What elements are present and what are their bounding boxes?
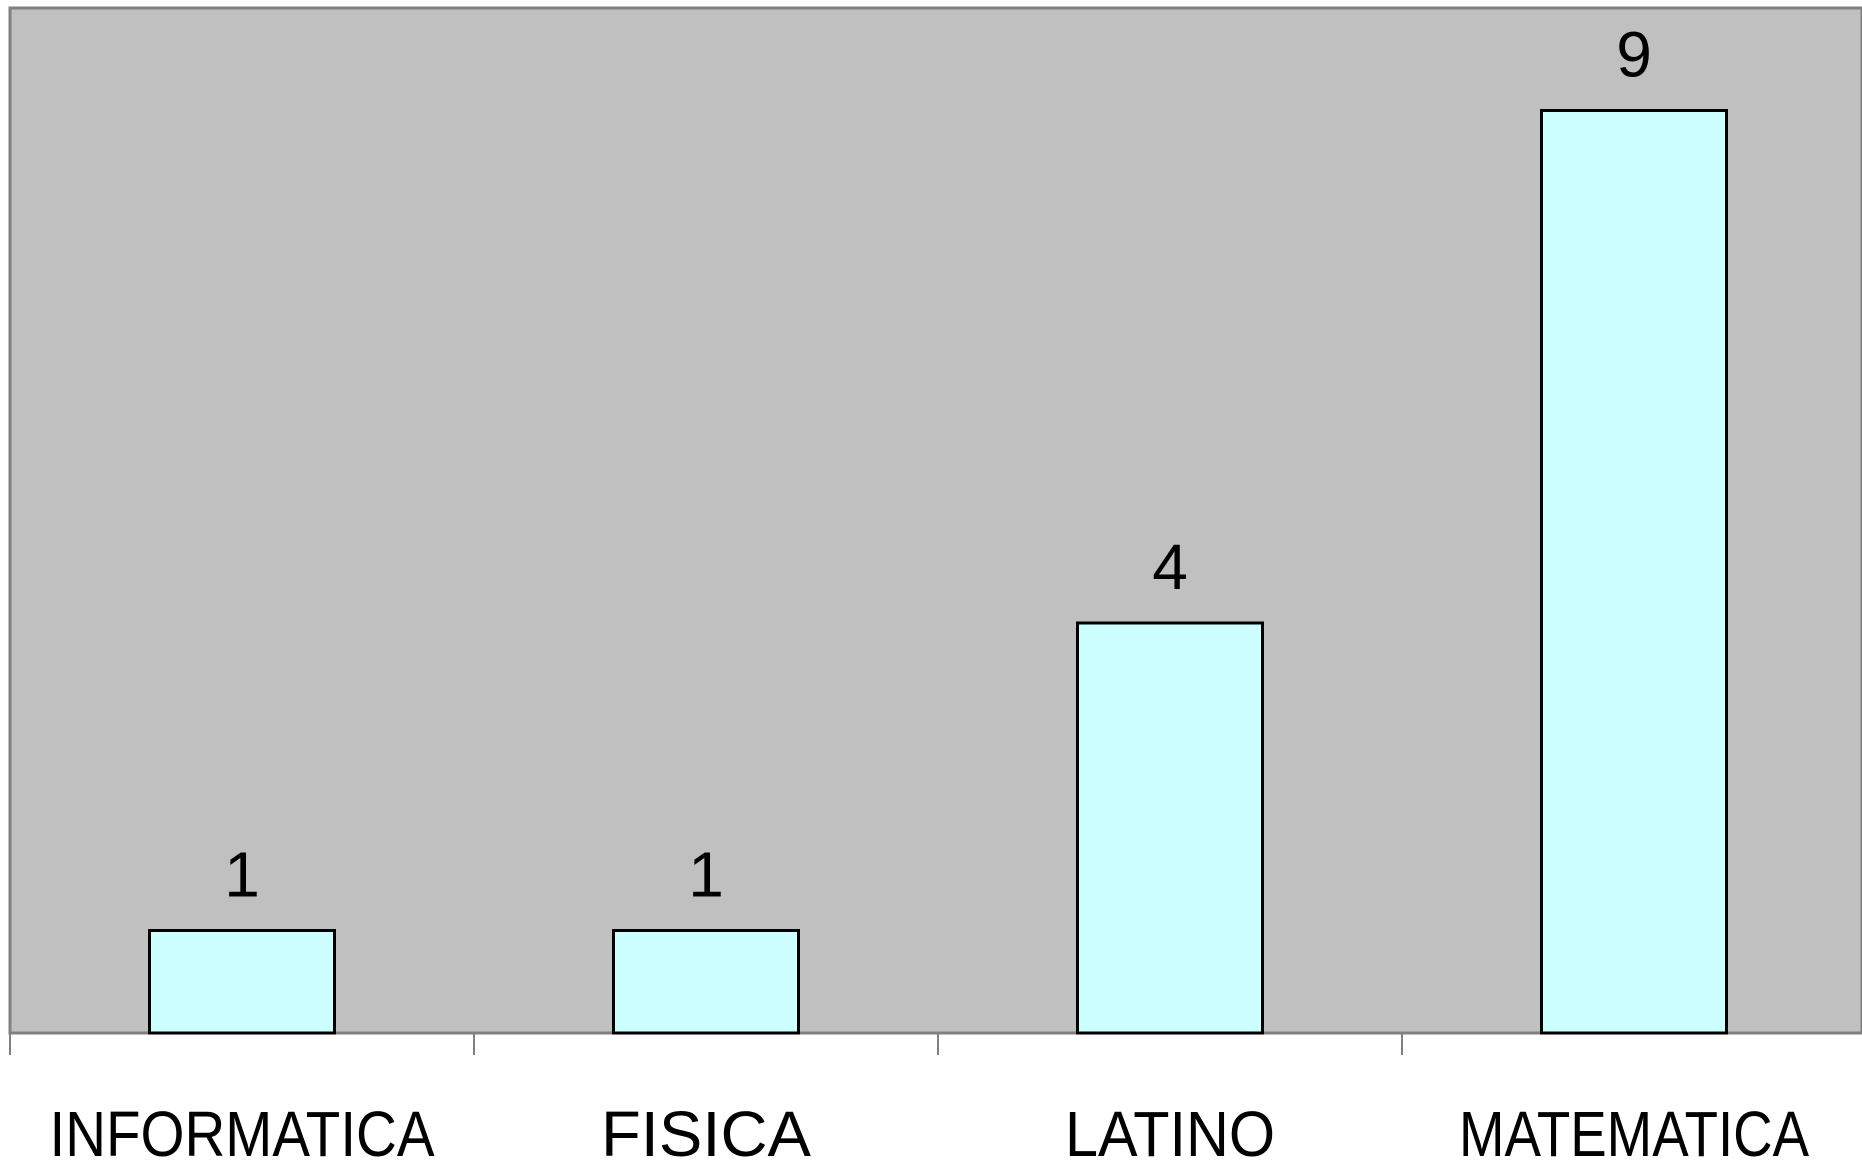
data-label-informatica: 1	[224, 839, 260, 911]
x-tick-label-fisica: FISICA	[601, 1098, 811, 1162]
bar-informatica	[148, 929, 336, 1035]
bar-fisica	[612, 929, 800, 1035]
data-labels: 1 1 4 9	[224, 19, 1652, 911]
data-label-matematica: 9	[1616, 19, 1652, 91]
bar-matematica	[1540, 109, 1728, 1035]
bar-latino	[1076, 621, 1264, 1035]
x-axis-ticks	[9, 1033, 1403, 1055]
x-tick-labels: INFORMATICA FISICA LATINO MATEMATICA	[50, 1098, 1810, 1167]
data-label-fisica: 1	[688, 839, 724, 911]
x-tick-label-latino: LATINO	[1065, 1098, 1275, 1162]
bars	[148, 109, 1728, 1035]
x-tick-label-informatica: INFORMATICA	[50, 1098, 435, 1162]
data-label-latino: 4	[1152, 531, 1188, 603]
x-tick-label-matematica: MATEMATICA	[1459, 1098, 1809, 1162]
